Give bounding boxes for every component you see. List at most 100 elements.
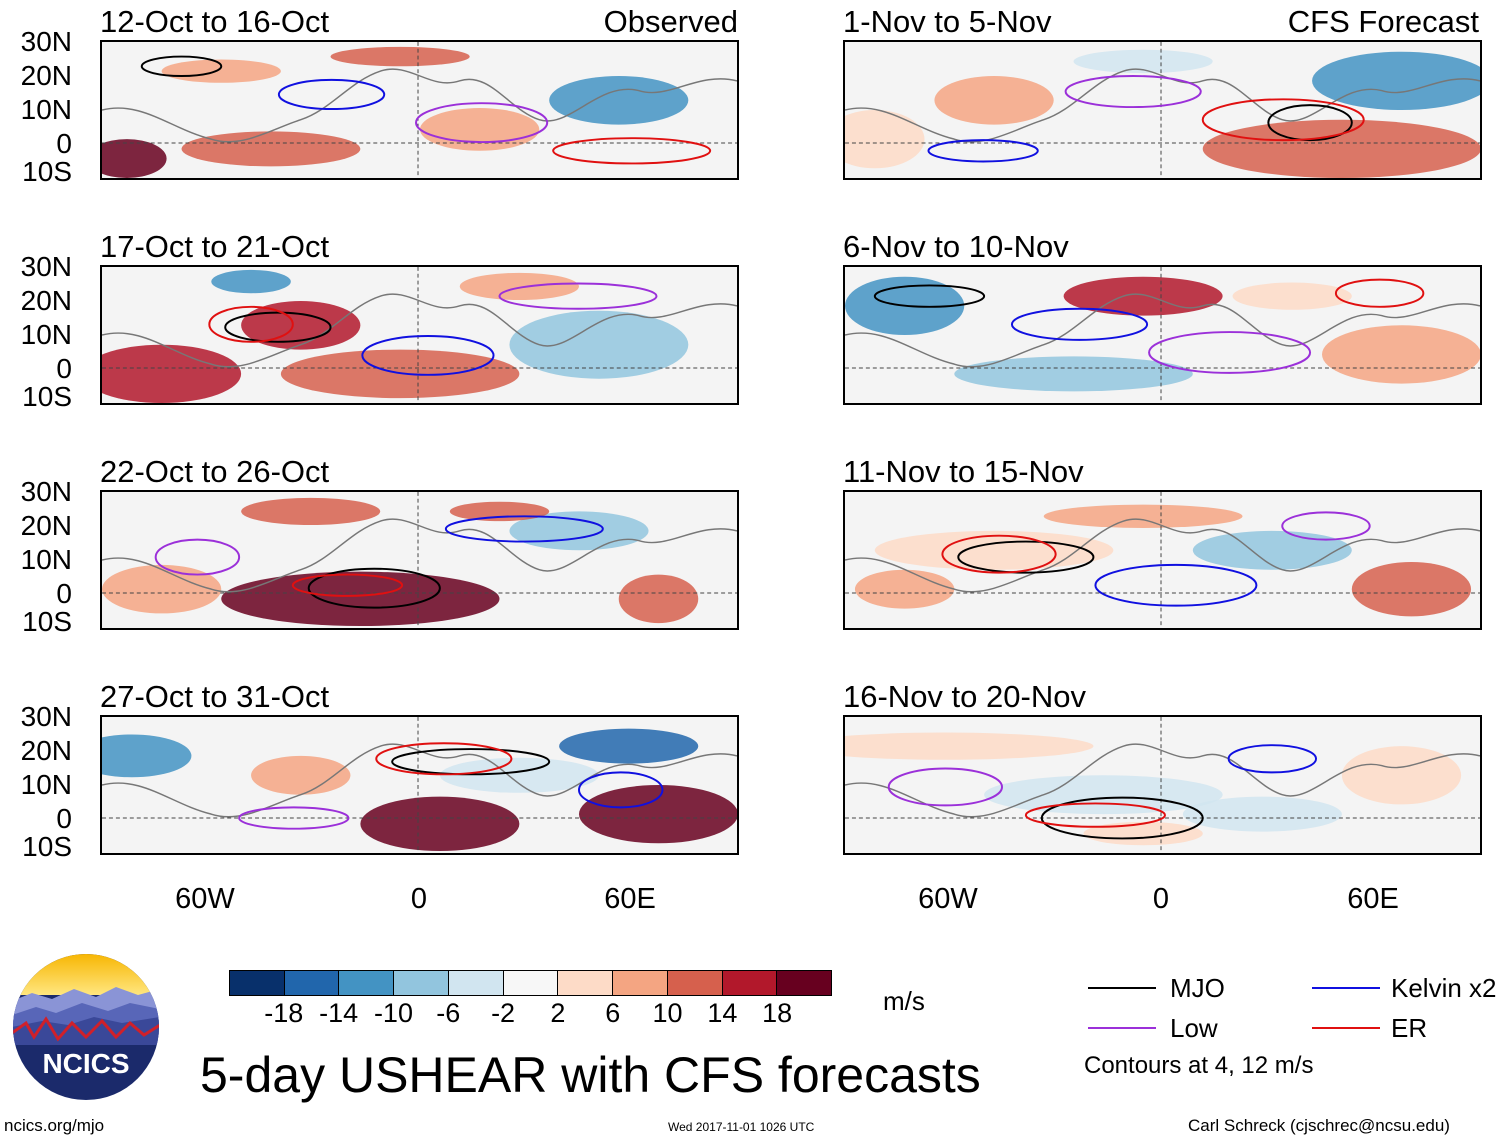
shear-anomaly-area [1043, 504, 1243, 528]
panel-title: 11-Nov to 15-Nov [843, 454, 1084, 489]
map-panel [843, 40, 1482, 180]
wave-contour [277, 78, 386, 110]
colorbar-swatch [394, 971, 449, 995]
y-axis-label: 30N [20, 701, 72, 732]
panel-title: 16-Nov to 20-Nov [843, 679, 1086, 714]
shear-anomaly-area [934, 76, 1054, 125]
colorbar-tick-label: -2 [491, 998, 516, 1028]
shear-anomaly-area [1312, 51, 1480, 110]
mjo-legend-label: MJO [1170, 973, 1225, 1003]
colorbar-tick-label: -18 [264, 998, 304, 1028]
panel-title: 1-Nov to 5-Nov [843, 4, 1052, 39]
colorbar-swatch [558, 971, 614, 995]
map-panel [100, 265, 739, 405]
y-axis-label: 10N [20, 769, 72, 800]
wave-contour [1094, 563, 1258, 607]
wave-contour [927, 139, 1039, 163]
er-legend-line [1312, 1027, 1380, 1029]
map-panel [843, 715, 1482, 855]
wave-contour [552, 137, 712, 165]
wave-contour [391, 748, 551, 776]
colorbar-swatch [722, 971, 778, 995]
colorbar-tick-label: 2 [550, 998, 566, 1028]
y-axis-label: 30N [20, 476, 72, 507]
wave-contour [578, 771, 664, 809]
shear-anomaly-area [559, 728, 699, 764]
ncics-logo: NCICS [13, 954, 159, 1100]
x-axis-label: 60W [918, 883, 978, 915]
y-axis-label: 10S [22, 606, 72, 637]
y-axis-label: 0 [56, 578, 72, 609]
coastline [102, 743, 737, 818]
wave-contour [1024, 802, 1166, 828]
y-axis-label: 10N [20, 319, 72, 350]
shear-anomaly-area [579, 785, 737, 844]
y-axis-label: 10S [22, 156, 72, 187]
wave-contour [1267, 104, 1353, 142]
shear-anomaly-area [161, 59, 281, 83]
coastline [845, 743, 1480, 818]
shear-anomaly-area [1083, 821, 1203, 846]
y-axis-label: 0 [56, 128, 72, 159]
observed-label: Observed [603, 4, 738, 39]
map-panel [100, 490, 739, 630]
x-axis-label: 60E [1347, 883, 1399, 915]
map-panel [843, 265, 1482, 405]
shear-anomaly-area [1351, 561, 1472, 617]
shear-anomaly-area [211, 269, 291, 294]
panel-title: 22-Oct to 26-Oct [100, 454, 330, 489]
wave-contour [224, 311, 332, 343]
shear-anomaly-area [1202, 119, 1480, 178]
coastline [102, 293, 737, 368]
panel-title: 27-Oct to 31-Oct [100, 679, 330, 714]
colorbar-swatch [448, 971, 504, 995]
shear-anomaly-area [1232, 282, 1352, 310]
colorbar-tick-label: -10 [373, 998, 413, 1028]
colorbar-swatch [339, 971, 395, 995]
shear-anomaly-area [419, 108, 540, 151]
low-legend-label: Low [1170, 1013, 1218, 1043]
shear-anomaly-area [459, 272, 579, 301]
panel-title: 6-Nov to 10-Nov [843, 229, 1069, 264]
shear-anomaly-area [509, 310, 689, 379]
wave-contour [208, 305, 294, 343]
shear-anomaly-area [1322, 325, 1480, 384]
wave-contour [307, 567, 441, 609]
y-axis-label: 0 [56, 353, 72, 384]
y-axis-label: 30N [20, 26, 72, 57]
wave-contour [291, 573, 404, 597]
x-axis-label: 60E [604, 883, 656, 915]
coastline [845, 518, 1480, 593]
shear-anomaly-area [954, 356, 1193, 392]
wave-contour [887, 767, 1004, 807]
footer-author: Carl Schreck (cjschrec@ncsu.edu) [1188, 1116, 1450, 1135]
colorbar-tick-label: 18 [762, 998, 793, 1028]
colorbar-units: m/s [883, 986, 925, 1016]
wave-contour [941, 534, 1057, 574]
coastline [845, 293, 1480, 368]
main-title: 5-day USHEAR with CFS forecasts [200, 1047, 981, 1103]
shear-anomaly-area [251, 755, 351, 795]
colorbar-tick-label: -14 [319, 998, 359, 1028]
shear-anomaly-area [360, 796, 520, 852]
colorbar [229, 970, 832, 996]
coastline [102, 68, 737, 143]
shear-anomaly-area [221, 571, 500, 627]
shear-anomaly-area [330, 46, 470, 67]
shear-anomaly-area [181, 131, 361, 167]
wave-contour [1040, 796, 1204, 840]
shear-anomaly-area [241, 497, 381, 526]
colorbar-tick-label: -6 [436, 998, 461, 1028]
colorbar-tick-label: 14 [707, 998, 738, 1028]
panel-title: 17-Oct to 21-Oct [100, 229, 330, 264]
wave-contour [1281, 511, 1371, 541]
wave-contour [415, 102, 549, 144]
wave-contour [957, 540, 1095, 574]
colorbar-swatch [613, 971, 668, 995]
shear-anomaly-area [845, 110, 925, 169]
x-axis-label: 0 [410, 883, 428, 915]
y-axis-label: 30N [20, 251, 72, 282]
shear-anomaly-area [549, 76, 689, 125]
y-axis-label: 0 [56, 803, 72, 834]
wave-contour [154, 538, 241, 576]
